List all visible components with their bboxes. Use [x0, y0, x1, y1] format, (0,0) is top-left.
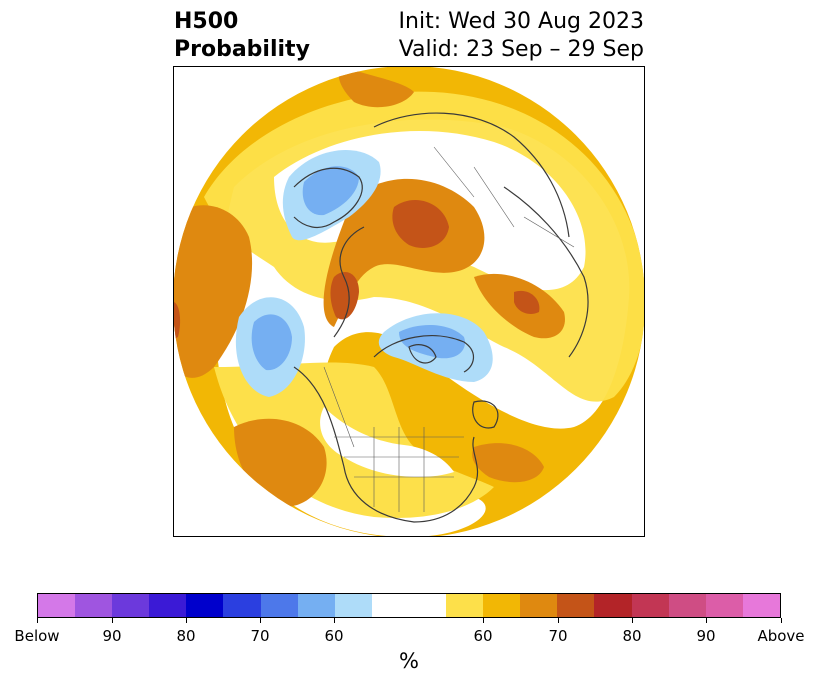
colorbar-tick — [186, 618, 187, 623]
red-core-east — [514, 290, 540, 314]
colorbar-segment — [38, 594, 76, 617]
dark-orange-north — [338, 67, 414, 108]
colorbar-unit: % — [399, 649, 419, 673]
title-variable: H500 — [174, 9, 239, 34]
probability-map — [174, 67, 644, 536]
colorbar-label: Below — [14, 627, 60, 645]
dark-orange-west — [174, 205, 253, 378]
colorbar-label: 80 — [176, 627, 196, 645]
colorbar-label: 60 — [324, 627, 344, 645]
colorbar-tick — [260, 618, 261, 623]
colorbar-segment — [668, 594, 706, 617]
colorbar-tick — [706, 618, 707, 623]
coastlines — [293, 112, 589, 523]
colorbar-segment — [297, 594, 335, 617]
colorbar-label: 90 — [102, 627, 122, 645]
dark-orange-atlantic — [472, 443, 544, 483]
colorbar-segment — [520, 594, 558, 617]
colorbar-segment — [112, 594, 150, 617]
colorbar-label: 80 — [622, 627, 642, 645]
colorbar-label: 90 — [696, 627, 716, 645]
colorbar-segment — [705, 594, 743, 617]
title-right: Init: Wed 30 Aug 2023 Valid: 23 Sep – 29… — [399, 8, 644, 64]
colorbar-segment — [260, 594, 298, 617]
init-date: Init: Wed 30 Aug 2023 — [398, 9, 644, 34]
colorbar-segment — [223, 594, 261, 617]
colorbar-label: 70 — [250, 627, 270, 645]
map-panel — [173, 66, 645, 537]
colorbar-segment — [75, 594, 113, 617]
colorbar-tick — [112, 618, 113, 623]
colorbar-segment — [742, 594, 780, 617]
colorbar-tick — [334, 618, 335, 623]
boundaries — [323, 146, 575, 512]
red-core-alaska — [330, 272, 359, 320]
colorbar-label: 70 — [548, 627, 568, 645]
colorbar-segment — [446, 594, 484, 617]
colorbar — [37, 593, 781, 618]
colorbar-segment — [149, 594, 187, 617]
colorbar-segment — [594, 594, 632, 617]
colorbar-segment — [334, 594, 372, 617]
colorbar-tick — [781, 618, 782, 623]
title-product: Probability — [174, 37, 310, 62]
colorbar-tick — [558, 618, 559, 623]
colorbar-segment — [371, 594, 409, 617]
valid-dates: Valid: 23 Sep – 29 Sep — [398, 37, 644, 62]
red-core-west — [174, 302, 181, 339]
colorbar-label: Above — [757, 627, 805, 645]
colorbar-segment — [631, 594, 669, 617]
colorbar-segment — [408, 594, 447, 617]
title-left: H500 Probability — [174, 8, 310, 64]
colorbar-label: 60 — [473, 627, 493, 645]
colorbar-segment — [186, 594, 224, 617]
colorbar-segment — [483, 594, 521, 617]
colorbar-tick — [632, 618, 633, 623]
red-core-siberia — [392, 199, 449, 248]
colorbar-tick — [37, 618, 38, 623]
colorbar-segment — [557, 594, 595, 617]
colorbar-tick — [483, 618, 484, 623]
